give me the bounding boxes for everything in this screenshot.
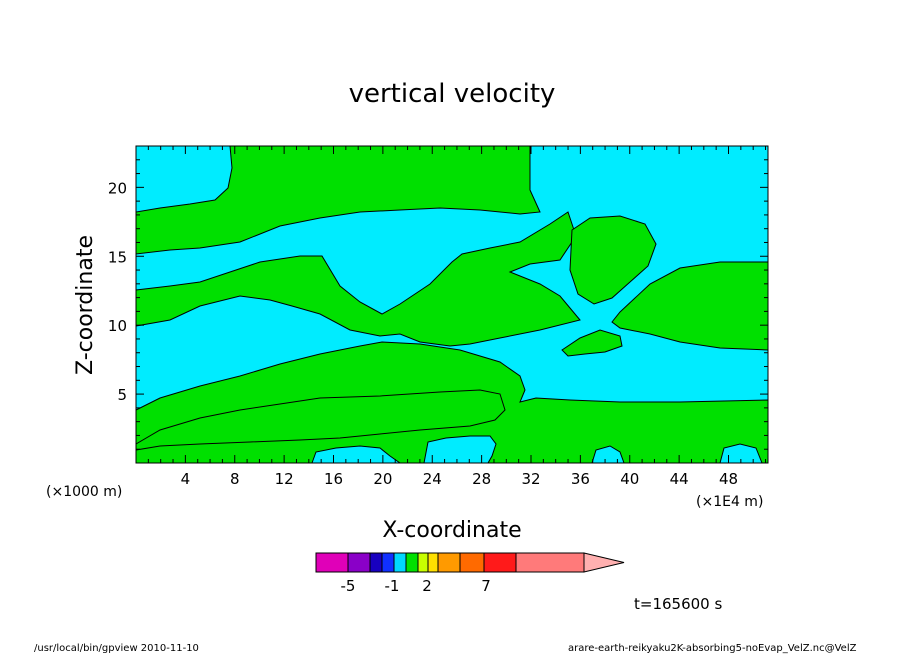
positive-region-right-band: [611, 261, 769, 351]
chart-title: vertical velocity: [349, 79, 556, 109]
colorbar-segment: [405, 552, 419, 573]
colorbar-segment: [417, 552, 429, 573]
positive-region-small-island: [561, 329, 623, 357]
colorbar-label: 7: [481, 577, 491, 595]
y-tick-label: 20: [108, 179, 127, 197]
colorbar-segment: [393, 552, 407, 573]
y-tick-label: 5: [117, 386, 127, 404]
colorbar-label: -1: [385, 577, 400, 595]
colorbar-labels: -5 -1 2 7: [341, 577, 491, 595]
x-tick-label: 48: [719, 470, 738, 488]
footer-right: arare-earth-reikyaku2K-absorbing5-noEvap…: [568, 643, 857, 654]
x-tick-label: 44: [670, 470, 689, 488]
colorbar-segment: [315, 552, 349, 573]
colorbar-label: 2: [422, 577, 432, 595]
footer-left: /usr/local/bin/gpview 2010-11-10: [34, 643, 199, 654]
y-axis-label: Z-coordinate: [73, 235, 98, 375]
x-tick-label: 8: [230, 470, 240, 488]
x-tick-label: 32: [521, 470, 540, 488]
x-tick-label: 24: [423, 470, 442, 488]
colorbar-arrow: [583, 552, 625, 573]
colorbar-segment: [483, 552, 517, 573]
colorbar-segment: [437, 552, 461, 573]
positive-region-upper-band: [135, 211, 581, 347]
positive-region-top: [135, 145, 541, 255]
x-axis-label: X-coordinate: [382, 518, 521, 543]
y-tick-label: 10: [108, 317, 127, 335]
x-tick-label: 40: [620, 470, 639, 488]
negative-region-bottom-mid: [423, 435, 497, 464]
y-axis: 5 10 15 20: [108, 159, 768, 450]
x-axis: 4 8 12 16 20 24 28 32 36 40 44 48: [147, 146, 767, 488]
colorbar-segment: [459, 552, 485, 573]
colorbar-segment: [369, 552, 383, 573]
x-unit-note: (×1E4 m): [696, 494, 763, 510]
colorbar-segment: [515, 552, 585, 573]
time-label: t=165600 s: [634, 595, 722, 613]
x-tick-label: 36: [571, 470, 590, 488]
colorbar-segment: [427, 552, 439, 573]
x-tick-label: 20: [373, 470, 392, 488]
x-tick-label: 4: [181, 470, 191, 488]
y-unit-note: (×1000 m): [46, 484, 122, 500]
positive-region-right-lobe: [569, 215, 657, 305]
x-tick-label: 12: [275, 470, 294, 488]
x-tick-label: 16: [324, 470, 343, 488]
plot-frame: [135, 145, 769, 464]
colorbar-label: -5: [341, 577, 356, 595]
x-tick-label: 28: [472, 470, 491, 488]
colorbar: [315, 552, 625, 573]
plot-area: [135, 145, 769, 464]
colorbar-segment: [381, 552, 395, 573]
colorbar-segment: [347, 552, 371, 573]
y-tick-label: 15: [108, 248, 127, 266]
